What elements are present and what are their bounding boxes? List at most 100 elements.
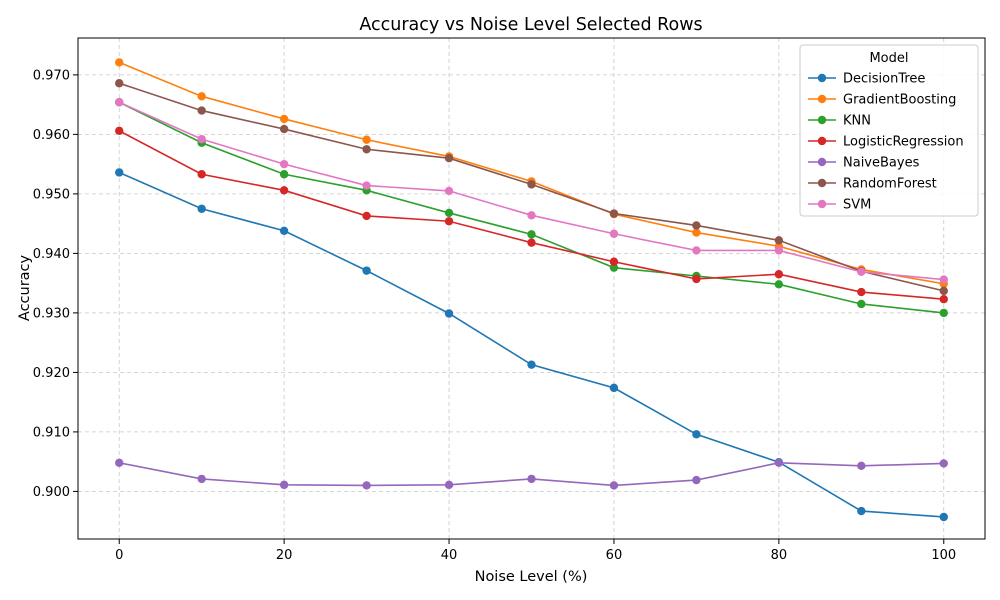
- data-point: [197, 106, 206, 115]
- series-layer: [115, 58, 948, 522]
- data-point: [939, 286, 948, 296]
- data-point: [527, 180, 536, 189]
- series-naivebayes: [115, 458, 948, 490]
- y-tick-label: 0.960: [33, 128, 70, 143]
- y-tick-label: 0.970: [33, 68, 70, 83]
- legend: Model DecisionTree GradientBoosting KNN Log…: [799, 44, 979, 217]
- legend-marker: [817, 73, 827, 83]
- data-point: [939, 275, 948, 284]
- data-point: [939, 308, 948, 318]
- data-point: [527, 474, 536, 484]
- legend-items: DecisionTree GradientBoosting KNN LogisticR…: [808, 72, 964, 213]
- data-point: [197, 474, 206, 484]
- data-point: [609, 257, 619, 266]
- data-point: [692, 430, 701, 439]
- legend-label: NaiveBayes: [843, 156, 920, 171]
- x-tick-label: 40: [441, 548, 458, 563]
- data-point: [362, 145, 371, 154]
- data-point: [279, 226, 289, 235]
- data-point: [692, 228, 701, 237]
- data-point: [774, 246, 784, 255]
- legend-label: KNN: [843, 114, 871, 129]
- data-point: [444, 309, 454, 318]
- data-point: [279, 170, 289, 179]
- series-decisiontree: [115, 168, 948, 522]
- legend-marker: [817, 178, 827, 188]
- data-point: [527, 230, 536, 239]
- data-point: [115, 126, 124, 136]
- y-tick-label: 0.940: [33, 247, 70, 262]
- data-point: [692, 221, 701, 230]
- data-point: [362, 135, 371, 144]
- data-point: [857, 506, 866, 516]
- legend-item: SVM: [808, 198, 871, 213]
- data-point: [279, 186, 289, 195]
- data-point: [527, 360, 536, 369]
- y-tick-label: 0.900: [33, 485, 70, 500]
- y-tick-label: 0.920: [33, 366, 70, 381]
- data-point: [444, 217, 454, 226]
- data-point: [774, 270, 784, 279]
- data-point: [609, 481, 619, 490]
- plot-frame: [77, 37, 986, 540]
- data-point: [774, 280, 784, 289]
- legend-marker: [817, 157, 827, 167]
- data-point: [362, 266, 371, 275]
- data-point: [115, 458, 124, 468]
- data-point: [197, 204, 206, 213]
- chart-title: Accuracy vs Noise Level Selected Rows: [359, 15, 702, 35]
- legend-box: [799, 44, 979, 217]
- series-svm: [115, 98, 948, 284]
- data-point: [939, 295, 948, 304]
- data-point: [609, 383, 619, 393]
- legend-label: DecisionTree: [843, 72, 925, 87]
- data-point: [527, 211, 536, 220]
- data-point: [279, 480, 289, 490]
- data-point: [857, 461, 866, 471]
- data-point: [197, 170, 206, 179]
- data-point: [115, 58, 124, 67]
- y-axis-label: Accuracy: [17, 254, 33, 321]
- data-point: [939, 459, 948, 468]
- legend-item: GradientBoosting: [808, 93, 956, 108]
- data-point: [774, 236, 784, 245]
- data-point: [115, 168, 124, 177]
- data-point: [444, 153, 454, 163]
- legend-label: LogisticRegression: [843, 135, 964, 150]
- data-point: [362, 181, 371, 190]
- x-tick-label: 80: [771, 548, 788, 563]
- x-tick-label: 20: [276, 548, 293, 563]
- legend-marker: [817, 115, 827, 125]
- x-tick-label: 100: [931, 548, 956, 563]
- data-point: [362, 211, 371, 221]
- y-axis: 0.900 0.910 0.920 0.930 0.940 0.950 0.960 0.970: [33, 68, 78, 500]
- legend-title: Model: [869, 51, 908, 66]
- series-logisticregression: [115, 126, 948, 304]
- y-tick-label: 0.930: [33, 306, 70, 321]
- legend-label: RandomForest: [843, 177, 937, 192]
- legend-label: SVM: [843, 198, 871, 213]
- data-point: [609, 229, 619, 238]
- data-point: [609, 209, 619, 218]
- legend-marker: [817, 199, 827, 209]
- data-point: [362, 481, 371, 490]
- x-axis: 0 20 40 60 80 100: [115, 539, 956, 563]
- legend-item: KNN: [808, 114, 871, 129]
- series-line: [118, 171, 944, 518]
- legend-label: GradientBoosting: [843, 93, 956, 108]
- legend-item: DecisionTree: [808, 72, 925, 87]
- data-point: [197, 92, 206, 101]
- legend-item: LogisticRegression: [808, 135, 964, 150]
- y-tick-label: 0.910: [33, 425, 70, 440]
- data-point: [692, 246, 701, 255]
- data-point: [279, 124, 289, 134]
- data-point: [939, 512, 948, 522]
- data-point: [857, 267, 866, 277]
- data-point: [444, 480, 454, 490]
- data-point: [857, 299, 866, 309]
- data-point: [444, 186, 454, 196]
- data-point: [279, 159, 289, 169]
- x-tick-label: 60: [606, 548, 623, 563]
- y-tick-label: 0.950: [33, 187, 70, 202]
